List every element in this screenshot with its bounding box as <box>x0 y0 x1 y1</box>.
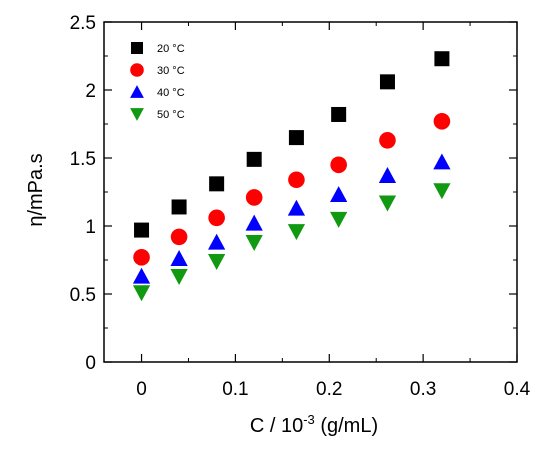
data-point-series-2 <box>133 248 150 266</box>
data-point-series-3 <box>330 186 348 203</box>
data-point-series-4 <box>170 268 188 285</box>
x-tick-label: 0.1 <box>222 379 248 400</box>
data-point-series-2 <box>330 156 347 174</box>
y-tick-label: 0 <box>85 353 96 374</box>
data-point-series-4 <box>378 195 397 212</box>
data-points <box>132 51 451 302</box>
data-point-series-2 <box>288 171 305 189</box>
legend-marker-1 <box>131 42 143 54</box>
data-point-series-1 <box>209 176 225 192</box>
data-point-series-4 <box>208 254 226 270</box>
legend-label-4: 50 °C <box>157 109 185 121</box>
data-point-series-3 <box>245 214 263 231</box>
data-point-series-2 <box>208 209 225 227</box>
legend-marker-3 <box>130 85 144 98</box>
x-axis-title-suffix: (g/mL) <box>315 415 378 437</box>
data-point-series-1 <box>288 130 304 146</box>
x-axis-title-main: C / 10 <box>250 415 303 437</box>
data-point-series-2 <box>379 132 396 149</box>
data-point-series-3 <box>132 267 151 284</box>
legend-marker-2 <box>130 63 144 77</box>
data-point-series-1 <box>434 51 450 67</box>
x-tick-label: 0.4 <box>504 379 531 400</box>
y-tick-label: 0.5 <box>70 285 96 306</box>
y-axis-title: η/mPa.s <box>25 153 47 226</box>
data-point-series-3 <box>287 199 306 216</box>
data-point-series-4 <box>132 285 151 302</box>
y-tick-label: 1.5 <box>70 149 96 170</box>
y-tick-label: 2 <box>85 81 96 102</box>
data-point-series-2 <box>245 189 263 206</box>
x-tick-label: 0 <box>136 379 147 400</box>
data-point-series-3 <box>433 153 451 170</box>
legend: 20 °C 30 °C 40 °C 50 °C <box>130 42 185 121</box>
data-point-series-3 <box>378 167 397 184</box>
data-point-series-4 <box>330 211 348 228</box>
data-point-series-4 <box>433 183 451 200</box>
data-point-series-2 <box>433 112 451 130</box>
legend-label-1: 20 °C <box>157 43 185 55</box>
legend-label-3: 40 °C <box>157 87 185 99</box>
x-axis-title: C / 10-3 (g/mL) <box>250 412 378 437</box>
x-axis-title-exponent: -3 <box>303 412 315 427</box>
data-point-series-4 <box>245 234 263 251</box>
x-tick-label: 0.2 <box>316 379 342 400</box>
x-tick-label: 0.3 <box>410 379 436 400</box>
legend-marker-4 <box>130 108 144 121</box>
y-tick-label: 1 <box>85 217 96 238</box>
data-point-series-1 <box>134 222 150 238</box>
data-point-series-2 <box>170 228 188 246</box>
data-point-series-3 <box>208 233 226 250</box>
data-point-series-4 <box>287 224 306 241</box>
data-point-series-3 <box>170 250 188 266</box>
data-point-series-1 <box>331 106 347 122</box>
data-point-series-1 <box>246 151 262 167</box>
y-tick-label: 2.5 <box>70 13 96 34</box>
legend-label-2: 30 °C <box>157 65 185 77</box>
axis-ticks: 0 0.1 0.2 0.3 0.4 0 0.5 1 1.5 2 2.5 <box>70 13 531 400</box>
data-point-series-1 <box>379 74 395 90</box>
data-point-series-1 <box>171 199 187 215</box>
